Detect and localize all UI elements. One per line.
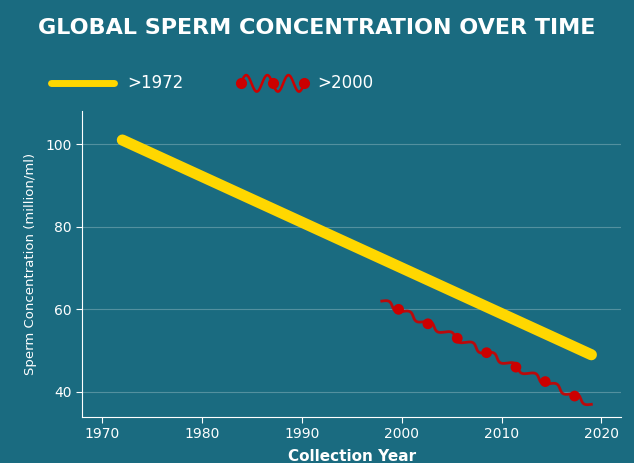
Text: >1972: >1972 <box>127 75 183 92</box>
Point <box>511 363 521 371</box>
Point <box>423 320 433 327</box>
Point <box>394 306 404 313</box>
Point <box>452 335 462 342</box>
Text: GLOBAL SPERM CONCENTRATION OVER TIME: GLOBAL SPERM CONCENTRATION OVER TIME <box>38 18 596 38</box>
Point <box>569 392 579 400</box>
Point <box>540 378 550 385</box>
Point <box>482 349 492 357</box>
Y-axis label: Sperm Concentration (million/ml): Sperm Concentration (million/ml) <box>24 153 37 375</box>
Text: >2000: >2000 <box>317 75 373 92</box>
X-axis label: Collection Year: Collection Year <box>288 450 416 463</box>
